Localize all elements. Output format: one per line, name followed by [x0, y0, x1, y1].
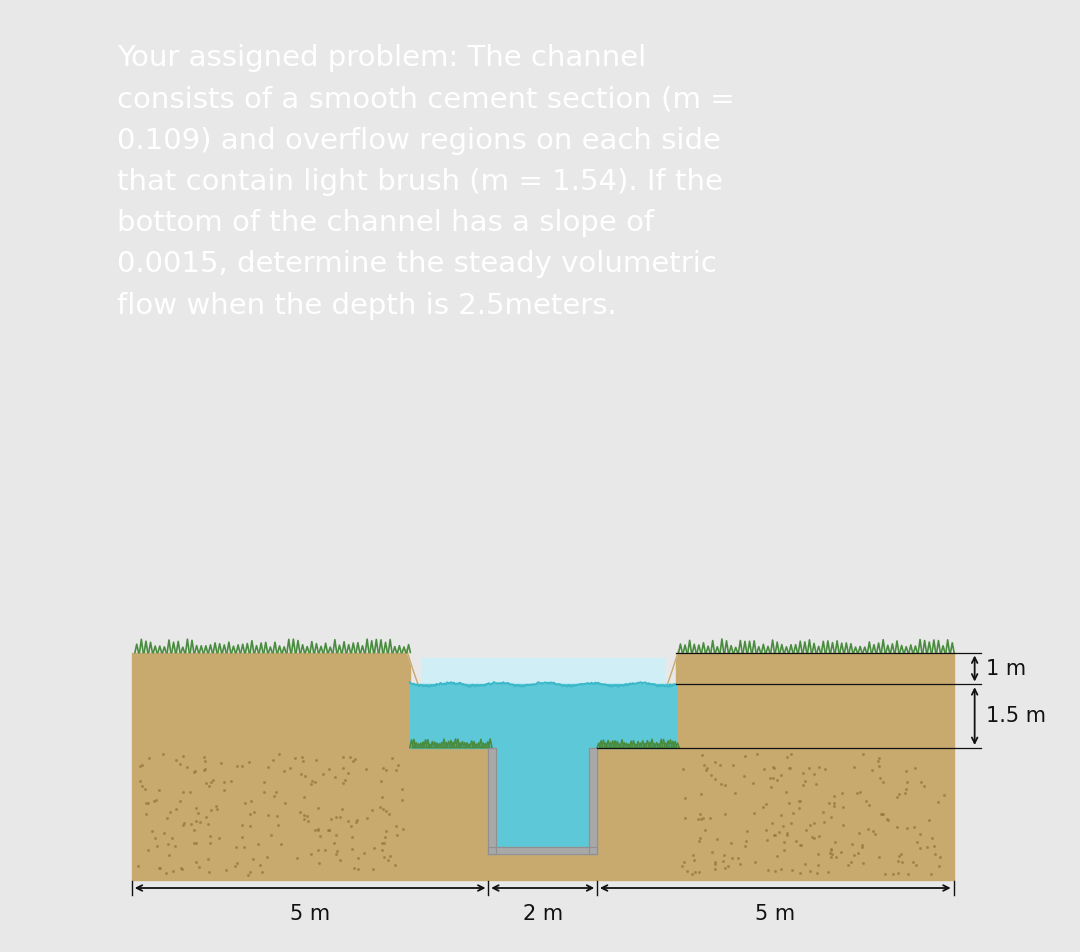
Polygon shape: [132, 653, 954, 880]
Polygon shape: [590, 748, 597, 854]
Polygon shape: [409, 684, 676, 748]
Text: 1.5 m: 1.5 m: [986, 706, 1045, 726]
Polygon shape: [496, 748, 590, 846]
Text: 5 m: 5 m: [291, 903, 330, 923]
Text: 5 m: 5 m: [755, 903, 795, 923]
Polygon shape: [633, 650, 678, 748]
Text: Your assigned problem: The channel
consists of a smooth cement section (m =
0.10: Your assigned problem: The channel consi…: [118, 45, 735, 320]
Polygon shape: [488, 846, 597, 854]
Polygon shape: [488, 748, 496, 854]
Polygon shape: [407, 650, 453, 748]
Text: 2 m: 2 m: [523, 903, 563, 923]
Text: 1 m: 1 m: [986, 659, 1026, 679]
Polygon shape: [422, 658, 663, 684]
